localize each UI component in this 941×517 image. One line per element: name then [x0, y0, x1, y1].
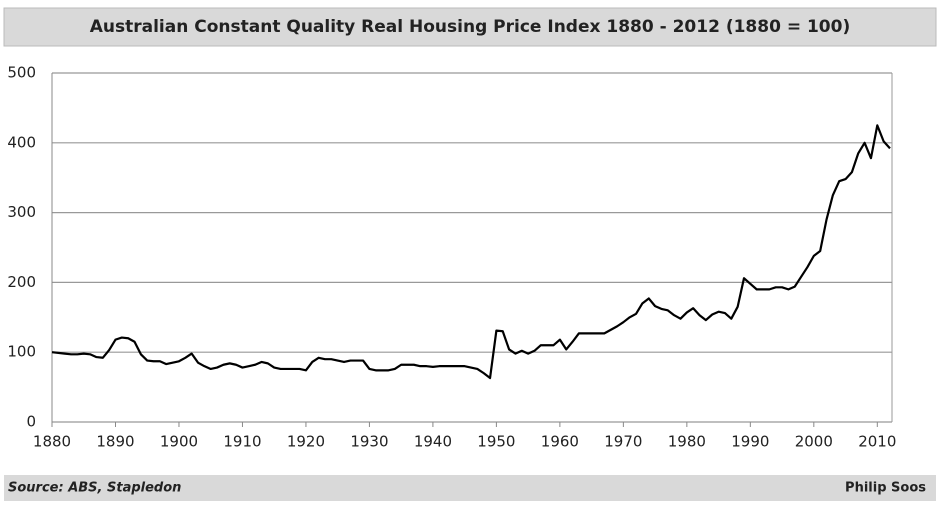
y-tick-label: 0 — [26, 413, 36, 431]
source: Source: ABS, Stapledon — [8, 481, 181, 496]
x-tick-label: 1930 — [350, 433, 388, 451]
y-tick-label: 200 — [7, 273, 36, 291]
line — [51, 124, 891, 380]
x-tick-label: 1970 — [604, 433, 642, 451]
title-bar — [3, 7, 937, 47]
x-tick-label: 1900 — [160, 433, 198, 451]
x-tick-label: 1950 — [477, 433, 515, 451]
chart-title: Australian Constant Quality Real Housing… — [90, 17, 850, 37]
y-tick-label: 500 — [7, 64, 36, 82]
y-tick-label: 400 — [7, 133, 36, 151]
x-tick-label: 1880 — [33, 433, 71, 451]
y-tick-label: 100 — [7, 343, 36, 361]
x-tick-label: 2000 — [795, 433, 833, 451]
x-tick-label: 2010 — [858, 433, 896, 451]
x-tick-label: 1920 — [287, 433, 325, 451]
x-tick-label: 1990 — [731, 433, 769, 451]
x-tick-label: 1910 — [223, 433, 261, 451]
x-tick-label: 1940 — [414, 433, 452, 451]
footer-bar — [4, 475, 936, 501]
x-tick-label: 1960 — [541, 433, 579, 451]
x-tick-label: 1890 — [96, 433, 134, 451]
y-tick-label: 300 — [7, 203, 36, 221]
credit: Philip Soos — [845, 481, 926, 496]
x-tick-label: 1980 — [668, 433, 706, 451]
